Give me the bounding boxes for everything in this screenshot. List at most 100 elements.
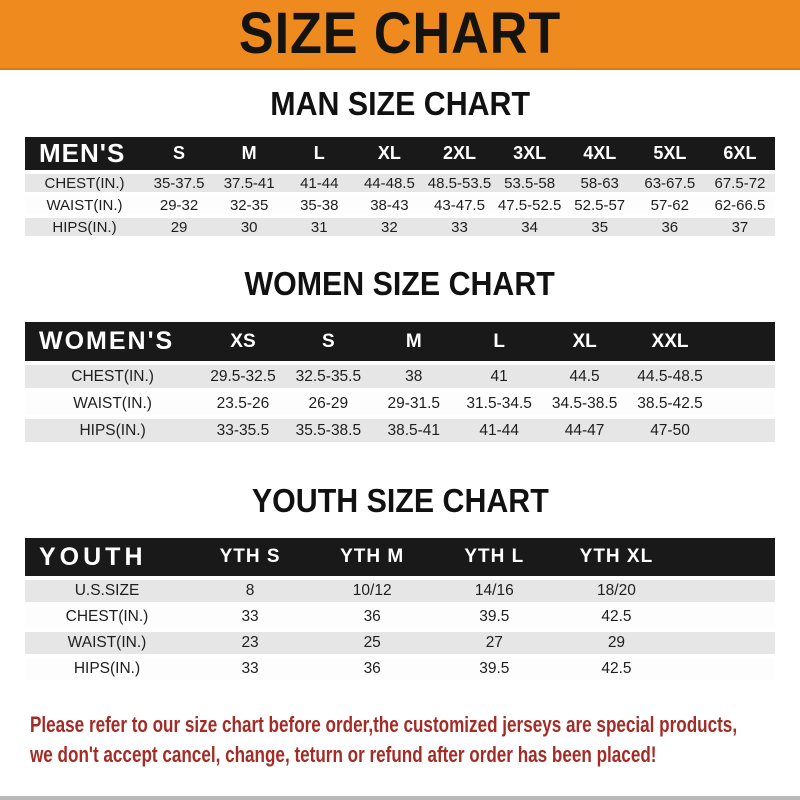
measurement-label: HIPS(IN.) xyxy=(25,218,144,240)
size-column-header: 2XL xyxy=(424,137,495,174)
measurement-value: 67.5-72 xyxy=(704,174,775,196)
measurement-value: 35 xyxy=(564,218,635,240)
size-header-row: WOMEN'S XS S M L XL XXL xyxy=(25,322,775,365)
size-column-header: L xyxy=(456,322,542,365)
youth-size-table-wrap: YOUTH YTH S YTH M YTH L YTH XL U.S.SIZE 8 10/12… xyxy=(25,538,775,684)
measurement-label: WAIST(IN.) xyxy=(25,632,189,658)
measurement-value: 32 xyxy=(354,218,425,240)
measurement-value: 33-35.5 xyxy=(200,419,286,446)
size-column-header: 4XL xyxy=(564,137,635,174)
measurement-value: 31 xyxy=(284,218,355,240)
youth-section-heading-text: YOUTH SIZE CHART xyxy=(251,482,549,519)
size-column-header: YTH M xyxy=(311,538,434,580)
measurement-value: 44-47 xyxy=(541,419,628,446)
measurement-value: 26-29 xyxy=(285,392,372,419)
measurement-value: 31.5-34.5 xyxy=(456,392,542,419)
measurement-value: 34.5-38.5 xyxy=(541,392,628,419)
table-corner-label: MEN'S xyxy=(25,137,144,174)
measurement-value: 29 xyxy=(555,632,678,658)
row-filler-cell xyxy=(712,365,775,392)
women-section-heading: WOMEN SIZE CHART xyxy=(0,266,800,302)
measurement-value: 53.5-58 xyxy=(494,174,565,196)
women-size-table: WOMEN'S XS S M L XL XXL CHEST(IN.) 29.5-32.5 32.5… xyxy=(25,322,775,446)
measurement-value: 18/20 xyxy=(555,580,678,606)
measurement-value: 43-47.5 xyxy=(424,196,495,218)
measurement-value: 38.5-41 xyxy=(371,419,457,446)
row-filler-cell xyxy=(677,632,775,658)
size-column-header: YTH S xyxy=(189,538,312,580)
measurement-value: 57-62 xyxy=(634,196,705,218)
measurement-value: 10/12 xyxy=(311,580,434,606)
bottom-edge-strip xyxy=(0,796,800,800)
header-filler-cell xyxy=(712,322,775,365)
measurement-value: 39.5 xyxy=(433,606,556,632)
size-column-header: S xyxy=(144,137,215,174)
measurement-value: 37.5-41 xyxy=(214,174,285,196)
measurement-value: 35.5-38.5 xyxy=(285,419,372,446)
measurement-label: HIPS(IN.) xyxy=(25,419,201,446)
measurement-value: 62-66.5 xyxy=(704,196,775,218)
measurement-value: 36 xyxy=(311,658,434,684)
measurement-row: CHEST(IN.) 29.5-32.5 32.5-35.5 38 41 44.5 44.5… xyxy=(25,365,775,392)
measurement-label: HIPS(IN.) xyxy=(25,658,189,684)
youth-size-table: YOUTH YTH S YTH M YTH L YTH XL U.S.SIZE 8 10/12… xyxy=(25,538,775,684)
measurement-value: 8 xyxy=(189,580,312,606)
size-header-row: YOUTH YTH S YTH M YTH L YTH XL xyxy=(25,538,775,580)
measurement-row: U.S.SIZE 8 10/12 14/16 18/20 xyxy=(25,580,775,606)
measurement-value: 47-50 xyxy=(627,419,713,446)
measurement-value: 63-67.5 xyxy=(634,174,705,196)
measurement-value: 35-38 xyxy=(284,196,355,218)
disclaimer-line-2: we don't accept cancel, change, teturn o… xyxy=(30,742,657,767)
size-chart-banner: SIZE CHART xyxy=(0,0,800,70)
size-column-header: XS xyxy=(200,322,286,365)
measurement-value: 14/16 xyxy=(433,580,556,606)
disclaimer-line-1: Please refer to our size chart before or… xyxy=(30,712,738,737)
measurement-label: CHEST(IN.) xyxy=(25,174,144,196)
size-column-header: 6XL xyxy=(704,137,775,174)
measurement-value: 39.5 xyxy=(433,658,556,684)
measurement-value: 36 xyxy=(311,606,434,632)
measurement-value: 35-37.5 xyxy=(144,174,215,196)
measurement-label: CHEST(IN.) xyxy=(25,606,189,632)
size-column-header: YTH L xyxy=(433,538,556,580)
measurement-value: 27 xyxy=(433,632,556,658)
size-column-header: XL xyxy=(541,322,628,365)
measurement-value: 32.5-35.5 xyxy=(285,365,372,392)
measurement-value: 29.5-32.5 xyxy=(200,365,286,392)
measurement-value: 38-43 xyxy=(354,196,425,218)
size-column-header: XXL xyxy=(627,322,713,365)
measurement-value: 30 xyxy=(214,218,285,240)
measurement-row: WAIST(IN.) 29-32 32-35 35-38 38-43 43-47.5 47.… xyxy=(25,196,775,218)
page-title: SIZE CHART xyxy=(238,1,562,66)
measurement-value: 44.5-48.5 xyxy=(627,365,713,392)
size-column-header: 5XL xyxy=(634,137,705,174)
header-filler-cell xyxy=(677,538,775,580)
table-corner-label: WOMEN'S xyxy=(25,322,201,365)
measurement-value: 42.5 xyxy=(555,606,678,632)
measurement-value: 44.5 xyxy=(541,365,628,392)
measurement-value: 25 xyxy=(311,632,434,658)
measurement-value: 58-63 xyxy=(564,174,635,196)
measurement-value: 42.5 xyxy=(555,658,678,684)
measurement-value: 23.5-26 xyxy=(200,392,286,419)
size-column-header: 3XL xyxy=(494,137,565,174)
size-column-header: M xyxy=(214,137,285,174)
measurement-label: U.S.SIZE xyxy=(25,580,189,606)
measurement-row: HIPS(IN.) 33-35.5 35.5-38.5 38.5-41 41-44 44-… xyxy=(25,419,775,446)
measurement-value: 47.5-52.5 xyxy=(494,196,565,218)
measurement-value: 33 xyxy=(189,606,312,632)
man-size-table: MEN'S S M L XL 2XL 3XL 4XL 5XL 6XL CHEST(IN.) 35-37… xyxy=(25,137,775,240)
measurement-value: 37 xyxy=(704,218,775,240)
man-section-heading-text: MAN SIZE CHART xyxy=(270,85,530,122)
measurement-value: 41-44 xyxy=(284,174,355,196)
measurement-row: CHEST(IN.) 35-37.5 37.5-41 41-44 44-48.5 48.5… xyxy=(25,174,775,196)
row-filler-cell xyxy=(677,658,775,684)
size-column-header: YTH XL xyxy=(555,538,678,580)
row-filler-cell xyxy=(677,580,775,606)
measurement-value: 32-35 xyxy=(214,196,285,218)
measurement-row: HIPS(IN.) 29 30 31 32 33 34 35 36 37 xyxy=(25,218,775,240)
measurement-label: WAIST(IN.) xyxy=(25,392,201,419)
measurement-row: WAIST(IN.) 23 25 27 29 xyxy=(25,632,775,658)
size-column-header: XL xyxy=(354,137,425,174)
women-size-table-wrap: WOMEN'S XS S M L XL XXL CHEST(IN.) 29.5-32.5 32.5… xyxy=(25,322,775,446)
